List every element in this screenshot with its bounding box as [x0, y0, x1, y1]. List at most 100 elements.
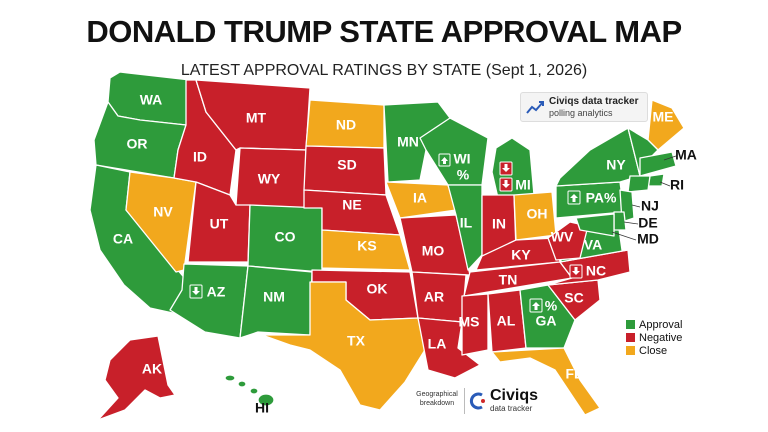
- label-DE: DE: [638, 215, 657, 231]
- legend-item-close: Close: [626, 344, 682, 357]
- label-AK: AK: [142, 361, 162, 377]
- label-MS: MS: [459, 314, 480, 330]
- arrow-up-icon: [438, 153, 451, 167]
- line-chart-icon: [526, 101, 544, 114]
- label-MT: MT: [246, 110, 267, 126]
- label-OK: OK: [367, 281, 388, 297]
- state-ME[interactable]: [647, 99, 685, 151]
- label-NM: NM: [263, 289, 285, 305]
- label-WI: WI: [453, 151, 470, 167]
- label-NY: NY: [606, 157, 626, 173]
- label-MI: MI: [515, 177, 531, 193]
- footer-brand-sub: data tracker: [490, 404, 533, 413]
- legend-swatch-close: [626, 346, 635, 355]
- label-GA-percent: %: [545, 298, 558, 314]
- label-RI: RI: [670, 177, 684, 193]
- label-UT: UT: [210, 216, 229, 232]
- state-HI-islands: [224, 374, 275, 407]
- civiqs-logo-icon: [469, 392, 485, 410]
- label-PA: PA%: [586, 190, 617, 206]
- page-subtitle: LATEST APPROVAL RATINGS BY STATE (Sept 1…: [180, 62, 588, 79]
- footer-caption: Geographical breakdown: [416, 391, 458, 407]
- label-NJ: NJ: [641, 198, 659, 214]
- tracker-badge: Civiqs data tracker polling analytics: [520, 92, 648, 122]
- legend-swatch-negative: [626, 333, 635, 342]
- label-OR: OR: [127, 136, 148, 152]
- label-KS: KS: [357, 238, 376, 254]
- state-WV[interactable]: [547, 221, 589, 261]
- label-GA: GA: [536, 313, 557, 329]
- label-TX: TX: [347, 333, 366, 349]
- label-LA: LA: [428, 336, 447, 352]
- leader-line: [663, 155, 677, 161]
- map-legend: Approval Negative Close: [626, 318, 682, 357]
- legend-swatch-approval: [626, 320, 635, 329]
- label-SD: SD: [337, 157, 356, 173]
- leader-line: [611, 231, 637, 241]
- label-ME: ME: [653, 109, 674, 125]
- leader-line: [659, 181, 671, 187]
- label-WV: WV: [551, 229, 574, 245]
- label-FL: FL: [565, 366, 583, 382]
- label-VA: VA: [584, 237, 602, 253]
- label-CA: CA: [113, 231, 133, 247]
- page-title: DONALD TRUMP STATE APPROVAL MAP: [86, 14, 682, 49]
- state-HI[interactable]: [224, 374, 236, 382]
- label-IA: IA: [413, 190, 427, 206]
- footer-brand: Civiqs: [490, 387, 539, 404]
- arrow-down-icon: [189, 284, 203, 299]
- label-ND: ND: [336, 117, 356, 133]
- label-AL: AL: [497, 313, 516, 329]
- legend-label: Close: [639, 344, 668, 357]
- label-AR: AR: [424, 289, 444, 305]
- arrow-down-icon: [499, 161, 513, 176]
- arrow-down-icon: [569, 264, 583, 279]
- arrow-up-icon: [529, 298, 543, 313]
- label-WI-percent: %: [457, 167, 470, 183]
- divider: [464, 388, 465, 414]
- state-VT-NH[interactable]: [627, 127, 659, 177]
- state-AK[interactable]: [97, 335, 176, 421]
- label-MD: MD: [637, 231, 659, 247]
- leader-line: [631, 204, 641, 208]
- state-FL[interactable]: [491, 347, 601, 416]
- label-HI: HI: [255, 400, 269, 416]
- label-SC: SC: [564, 290, 583, 306]
- label-TN: TN: [499, 272, 518, 288]
- label-WY: WY: [258, 171, 281, 187]
- label-IN: IN: [492, 216, 506, 232]
- state-KS[interactable]: [321, 229, 411, 271]
- arrow-up-icon: [567, 190, 581, 205]
- state-NY[interactable]: [555, 127, 641, 187]
- legend-item-approval: Approval: [626, 318, 682, 331]
- state-MD[interactable]: [575, 213, 615, 237]
- label-CO: CO: [275, 229, 296, 245]
- label-NE: NE: [342, 197, 361, 213]
- state-MA[interactable]: [639, 151, 677, 177]
- state-MS[interactable]: [461, 293, 489, 356]
- label-WA: WA: [140, 92, 163, 108]
- label-OH: OH: [527, 206, 548, 222]
- state-DE[interactable]: [613, 211, 627, 231]
- label-ID: ID: [193, 149, 207, 165]
- label-NV: NV: [153, 204, 173, 220]
- tracker-name: Civiqs data tracker: [549, 96, 639, 107]
- legend-item-negative: Negative: [626, 331, 682, 344]
- label-MA: MA: [675, 147, 697, 163]
- leader-line: [623, 221, 639, 225]
- state-CT[interactable]: [627, 175, 651, 193]
- arrow-down-icon: [499, 177, 513, 192]
- label-NC: NC: [586, 263, 606, 279]
- legend-label: Negative: [639, 331, 683, 344]
- state-IL[interactable]: [447, 184, 483, 271]
- tracker-tagline: polling analytics: [549, 108, 613, 118]
- state-TX[interactable]: [261, 281, 429, 411]
- label-MO: MO: [422, 243, 445, 259]
- footer-branding: Geographical breakdown Civiqs data track…: [415, 386, 575, 416]
- label-IL: IL: [460, 215, 473, 231]
- state-NM[interactable]: [239, 265, 313, 339]
- label-MN: MN: [397, 134, 419, 150]
- label-KY: KY: [511, 247, 531, 263]
- label-AZ: AZ: [207, 284, 226, 300]
